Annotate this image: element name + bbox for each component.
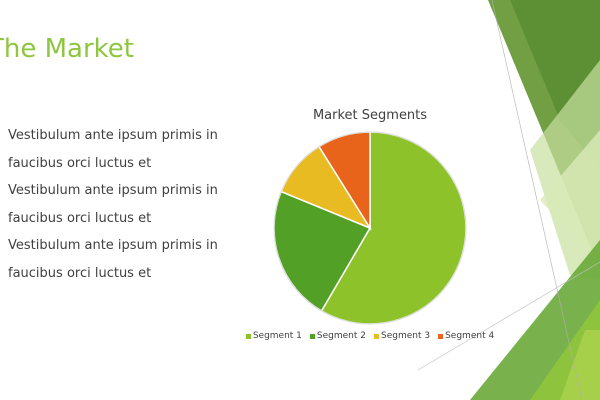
chart-title: Market Segments <box>312 108 428 123</box>
legend-item-segment-1: Segment 1 <box>245 331 302 341</box>
bullet-item: Vestibulum ante ipsum primis in faucibus… <box>8 238 218 281</box>
chart-legend: Segment 1 Segment 2 Segment 3 Segment 4 <box>245 331 495 341</box>
legend-swatch <box>438 333 444 339</box>
deco-line-1 <box>491 0 583 400</box>
pie-chart-canvas <box>273 131 467 325</box>
legend-item-segment-4: Segment 4 <box>438 331 494 341</box>
legend-swatch <box>309 333 315 339</box>
deco-shape-lighter <box>540 130 600 265</box>
slide-title: The Market <box>0 34 134 64</box>
legend-swatch <box>245 333 251 339</box>
legend-item-segment-2: Segment 2 <box>309 331 366 341</box>
deco-shape-bottom-lime <box>560 330 600 400</box>
bullet-item: Vestibulum ante ipsum primis in faucibus… <box>8 128 218 171</box>
bullet-list: Vestibulum ante ipsum primis in faucibus… <box>8 122 243 287</box>
legend-label: Segment 3 <box>381 331 431 341</box>
legend-label: Segment 1 <box>252 331 302 341</box>
legend-label: Segment 2 <box>316 331 366 341</box>
legend-item-segment-3: Segment 3 <box>374 331 430 341</box>
legend-label: Segment 4 <box>445 331 495 341</box>
pie-outline <box>273 131 467 325</box>
pie-chart: Market Segments Segment 1 Segment 2 Segm… <box>245 100 505 350</box>
legend-swatch <box>374 333 379 339</box>
deco-line-2 <box>417 261 600 371</box>
bullet-item: Vestibulum ante ipsum primis in faucibus… <box>8 183 218 226</box>
